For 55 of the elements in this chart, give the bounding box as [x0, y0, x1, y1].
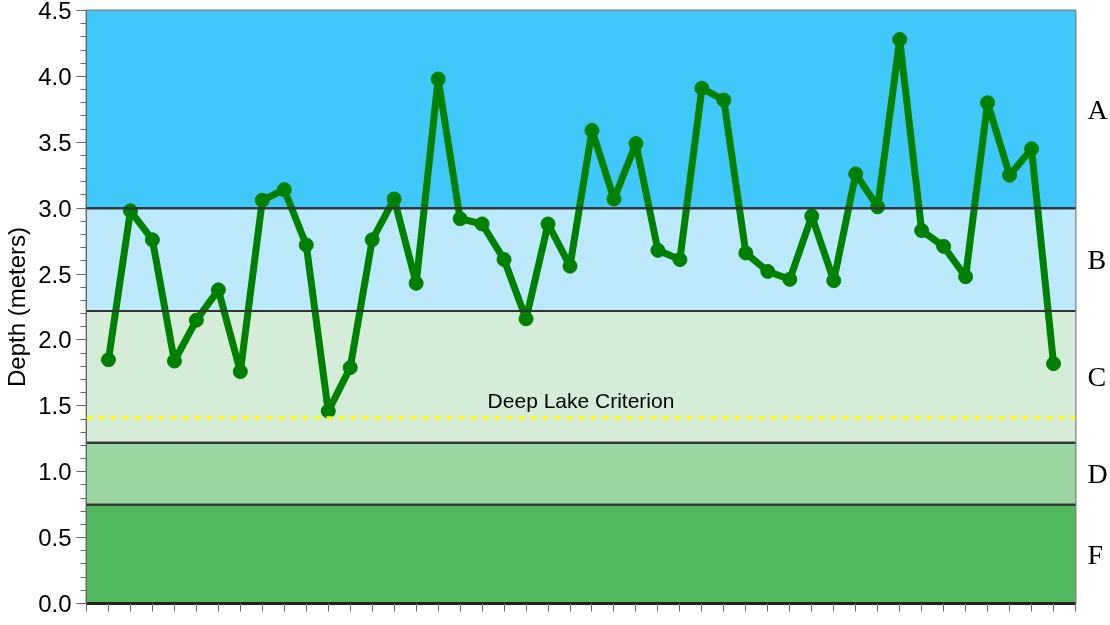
point: [540, 216, 556, 232]
point: [474, 216, 490, 232]
y-tick-label: 3.5: [38, 128, 72, 156]
point: [408, 275, 424, 291]
point: [518, 311, 534, 327]
point: [672, 252, 688, 268]
point: [1046, 356, 1062, 372]
point: [958, 269, 974, 285]
point: [430, 71, 446, 87]
y-tick-label: 1.5: [38, 392, 72, 420]
point: [936, 238, 952, 254]
point: [562, 258, 578, 274]
point: [276, 182, 292, 198]
point: [100, 352, 116, 368]
point: [716, 92, 732, 108]
point: [782, 271, 798, 287]
y-tick-label: 0.5: [38, 524, 72, 552]
y-tick-label: 2.0: [38, 326, 72, 354]
point: [144, 232, 160, 248]
point: [694, 80, 710, 96]
y-tick-label: 3.0: [38, 194, 72, 222]
point: [738, 245, 754, 261]
point: [496, 252, 512, 268]
point: [452, 211, 468, 227]
point: [320, 403, 336, 419]
point: [650, 242, 666, 258]
point: [1024, 141, 1040, 157]
point: [980, 95, 996, 111]
band-label: C: [1087, 361, 1107, 393]
point: [188, 312, 204, 328]
point: [628, 136, 644, 152]
point: [914, 223, 930, 239]
y-tick-label: 2.5: [38, 260, 72, 288]
band-label: D: [1087, 458, 1108, 490]
y-tick-label: 4.0: [38, 62, 72, 90]
point: [848, 166, 864, 182]
y-tick-label: 1.0: [38, 458, 72, 486]
ref-line-label: Deep Lake Criterion: [487, 388, 675, 412]
point: [760, 263, 776, 279]
point: [166, 353, 182, 369]
y-tick-label: 4.5: [38, 0, 72, 24]
point: [254, 192, 270, 208]
y-tick-label: 0.0: [38, 590, 72, 617]
point: [298, 237, 314, 253]
y-axis-title: Depth (meters): [3, 226, 31, 388]
point: [342, 360, 358, 376]
point: [892, 32, 908, 47]
point: [364, 232, 380, 248]
point: [232, 364, 248, 380]
point: [584, 122, 600, 138]
point: [210, 282, 226, 298]
point: [826, 273, 842, 289]
band-label: B: [1087, 244, 1107, 276]
band-label: F: [1087, 538, 1104, 570]
band-label: A: [1087, 93, 1109, 125]
